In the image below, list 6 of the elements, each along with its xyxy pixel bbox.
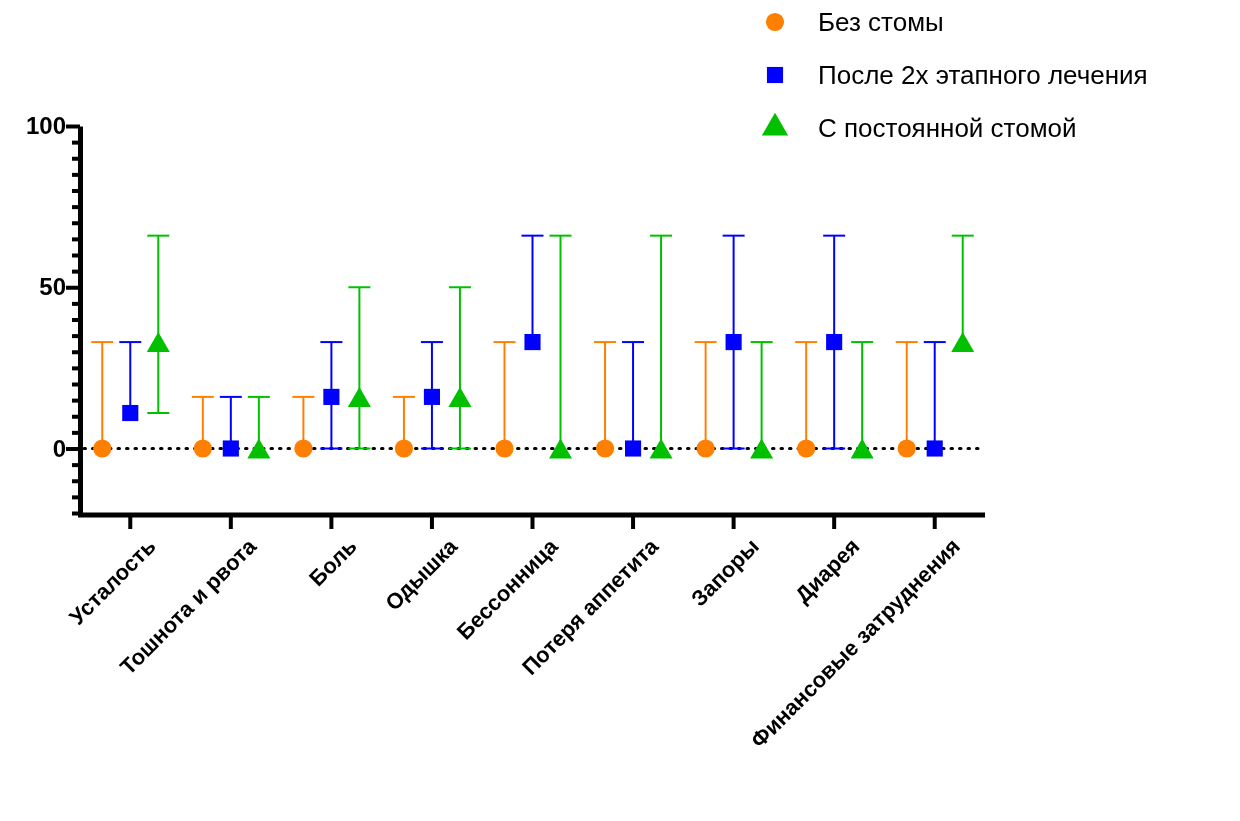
y-tick-label: 100 [25,112,66,140]
legend-label: После 2х этапного лечения [818,60,1148,91]
y-tick-label: 0 [52,434,66,462]
legend-label: Без стомы [818,7,944,38]
legend-label: С постоянной стомой [818,113,1077,144]
y-tick-label: 50 [39,273,66,301]
